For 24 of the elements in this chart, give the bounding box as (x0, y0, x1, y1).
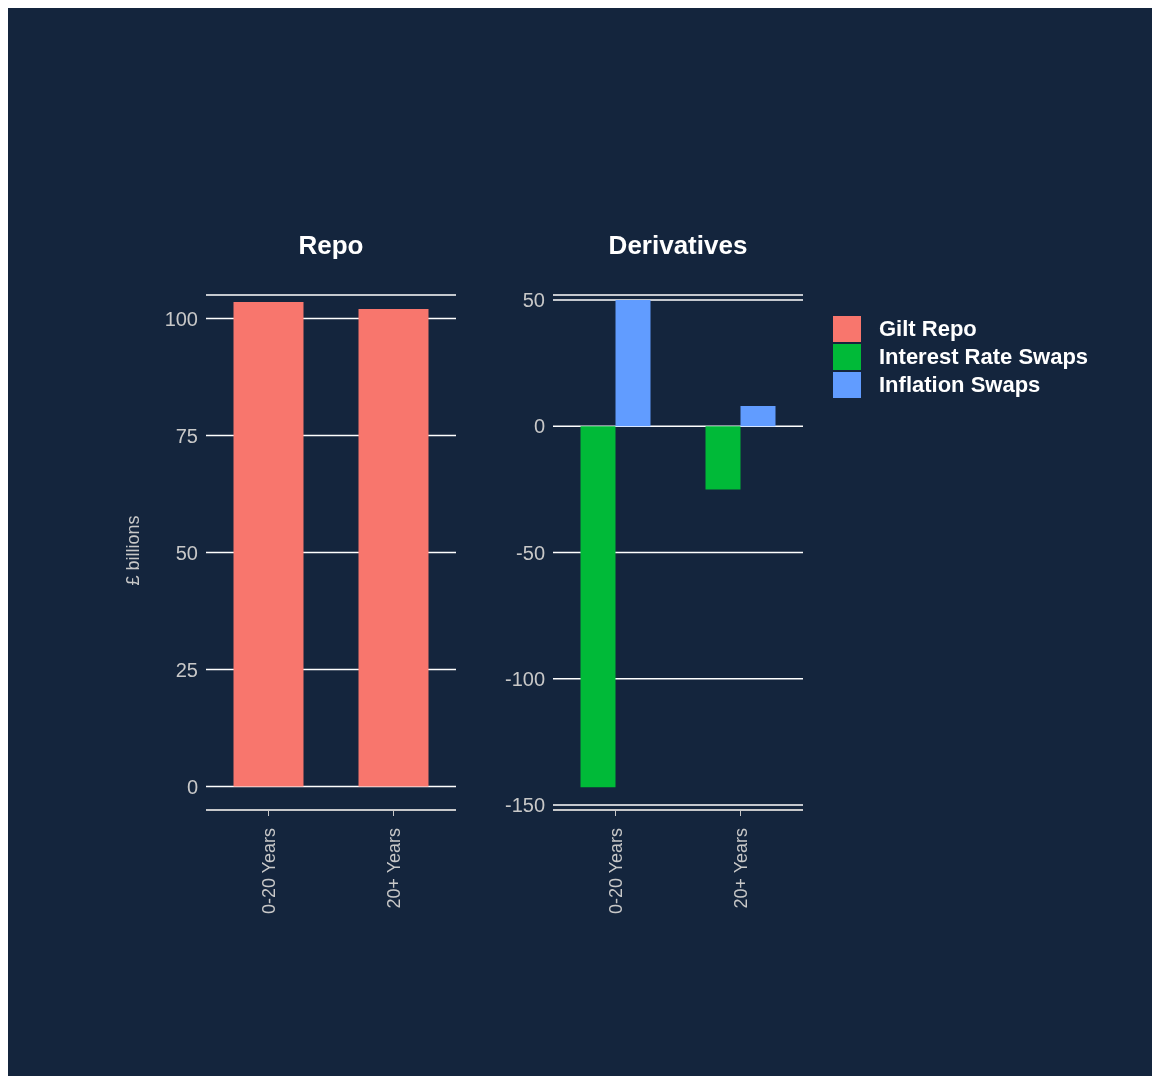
x-tick-label: 0-20 Years (605, 828, 626, 915)
bar (740, 406, 776, 427)
y-tick-label: -150 (504, 794, 545, 817)
legend-label: Gilt Repo (879, 316, 977, 342)
bar (705, 426, 741, 490)
y-axis-title: £ billions (122, 514, 144, 586)
x-tick-label: 20+ Years (383, 828, 404, 909)
bar (615, 300, 651, 427)
y-tick-label: 50 (522, 289, 545, 312)
y-tick-label: 75 (175, 424, 198, 447)
y-tick-label: 0 (186, 775, 198, 798)
y-tick-label: 100 (164, 307, 198, 330)
chart-title: Derivatives (607, 230, 749, 262)
legend-label: Interest Rate Swaps (879, 344, 1089, 370)
bar (580, 426, 616, 788)
legend-label: Inflation Swaps (879, 372, 1041, 398)
y-tick-label: 50 (175, 541, 198, 564)
x-tick-label: 0-20 Years (258, 828, 279, 915)
y-tick-label: 25 (175, 658, 198, 681)
y-tick-label: -50 (516, 541, 545, 564)
x-tick-label: 20+ Years (730, 828, 751, 909)
y-tick-label: 0 (533, 415, 545, 438)
chart-title: Repo (297, 230, 365, 262)
y-tick-label: -100 (504, 667, 545, 690)
